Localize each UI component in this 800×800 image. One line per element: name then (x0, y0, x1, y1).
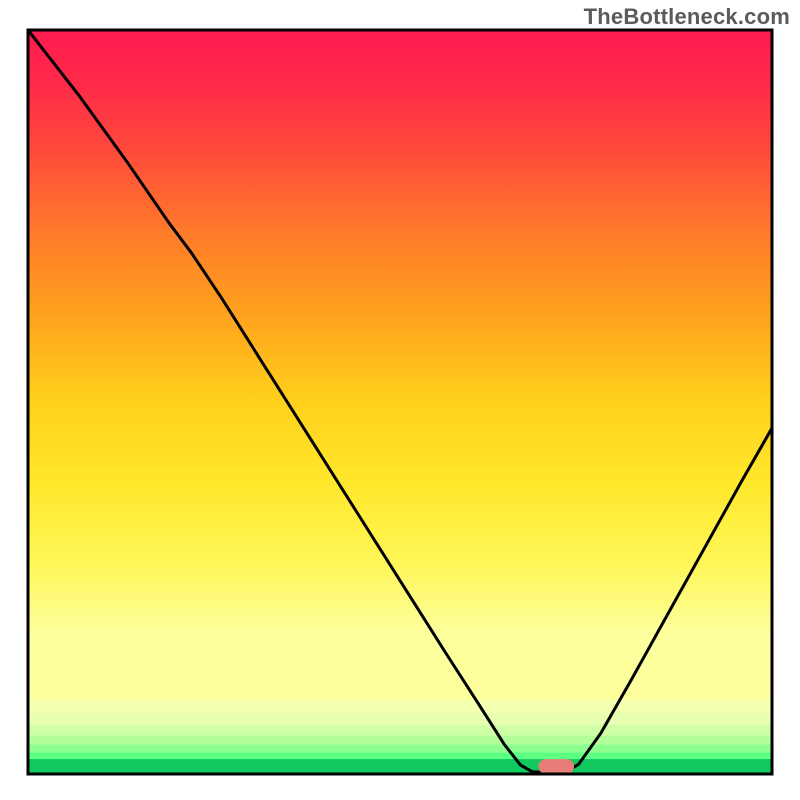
watermark-text: TheBottleneck.com (584, 4, 790, 30)
band (28, 700, 772, 713)
band (28, 713, 772, 725)
gradient-background (28, 30, 772, 700)
band (28, 725, 772, 735)
plot-area (28, 30, 772, 774)
band (28, 735, 772, 744)
band (28, 744, 772, 752)
optimal-marker (538, 759, 574, 774)
band (28, 752, 772, 759)
bottom-band (28, 759, 772, 774)
